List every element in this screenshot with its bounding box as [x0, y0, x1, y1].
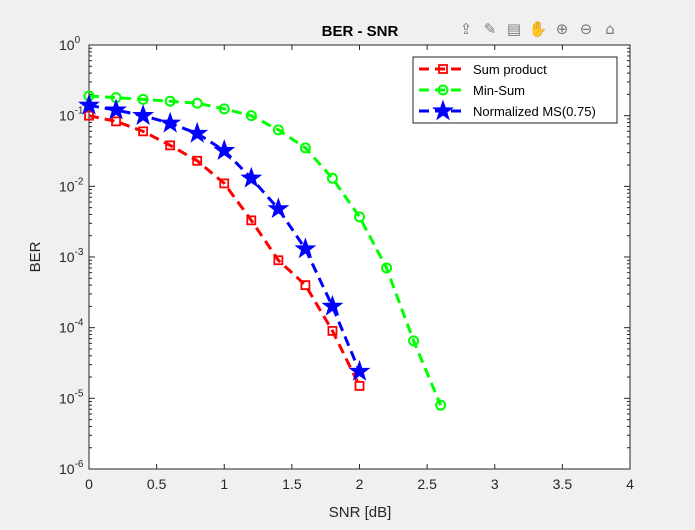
data-point[interactable] — [164, 95, 176, 107]
legend-entry[interactable]: Sum product — [419, 62, 547, 77]
data-point[interactable] — [186, 121, 209, 143]
data-point[interactable] — [165, 140, 176, 151]
data-point[interactable] — [105, 98, 128, 120]
data-point[interactable] — [137, 93, 149, 105]
y-tick-exponent: -2 — [75, 176, 84, 187]
text-layer: BER - SNR SNR [dB] BER — [27, 23, 399, 521]
data-point[interactable] — [192, 155, 203, 166]
x-tick-label: 1.5 — [282, 476, 302, 492]
data-point[interactable] — [245, 110, 257, 122]
data-point[interactable] — [272, 124, 284, 136]
x-axis-label: SNR [dB] — [329, 504, 392, 521]
data-point[interactable] — [132, 104, 155, 125]
x-tick-label: 2.5 — [417, 476, 437, 492]
data-point[interactable] — [294, 237, 317, 259]
pan-hand-icon[interactable]: ✋ — [528, 20, 548, 38]
legend-marker[interactable] — [437, 84, 449, 96]
x-tick-label: 3 — [491, 476, 499, 492]
data-point[interactable] — [321, 294, 344, 316]
y-tick-label: 10-1 — [59, 106, 84, 124]
legend-label: Sum product — [473, 62, 547, 77]
x-tick-label: 0 — [85, 476, 93, 492]
data-point[interactable] — [191, 97, 203, 109]
y-tick-exponent: -5 — [75, 388, 84, 399]
data-point[interactable] — [111, 116, 121, 127]
y-tick-base: 10 — [59, 390, 75, 406]
x-tick-label: 1 — [220, 476, 228, 492]
series-line[interactable] — [88, 94, 443, 406]
zoom-in-icon[interactable]: ⊕ — [555, 20, 569, 38]
y-tick-exponent: -6 — [75, 459, 84, 470]
x-tick-label: 0.5 — [147, 476, 167, 492]
data-point[interactable] — [327, 326, 338, 336]
y-tick-base: 10 — [59, 320, 75, 336]
y-tick-base: 10 — [59, 178, 75, 194]
data-tips-icon[interactable]: ▤ — [506, 20, 522, 38]
y-tick-base: 10 — [59, 461, 75, 477]
data-point[interactable] — [267, 197, 290, 219]
y-tick-label: 10-6 — [59, 459, 84, 477]
export-icon[interactable]: ⇪ — [459, 20, 473, 38]
y-tick-base: 10 — [59, 249, 75, 265]
y-tick-label: 10-4 — [59, 318, 84, 336]
series-square — [84, 110, 365, 391]
series-layer — [78, 90, 447, 411]
data-point[interactable] — [273, 255, 284, 266]
data-point[interactable] — [354, 211, 365, 223]
data-point[interactable] — [219, 178, 230, 189]
legend-marker[interactable] — [432, 99, 454, 121]
data-point[interactable] — [408, 335, 420, 347]
axis-ticks: 0 0.5 1 1.5 2 2.5 3 3.5 410-610-510-410-310-210-… — [59, 35, 634, 492]
data-point[interactable] — [435, 399, 447, 411]
data-point[interactable] — [78, 93, 100, 115]
x-tick-label: 3.5 — [553, 476, 573, 492]
chart-title: BER - SNR — [322, 23, 399, 40]
y-tick-label: 100 — [59, 35, 81, 53]
data-point[interactable] — [354, 380, 365, 391]
y-tick-exponent: -1 — [75, 106, 84, 117]
series-circle — [83, 90, 447, 411]
data-point[interactable] — [326, 172, 338, 184]
data-point[interactable] — [213, 139, 236, 160]
legend-entry[interactable]: Normalized MS(0.75) — [419, 99, 596, 121]
data-point[interactable] — [159, 111, 182, 133]
series-line[interactable] — [88, 114, 361, 387]
brush-icon[interactable]: ✎ — [483, 20, 497, 38]
x-tick-label: 2 — [356, 476, 364, 492]
zoom-out-icon[interactable]: ⊖ — [579, 20, 593, 38]
data-point[interactable] — [240, 166, 263, 188]
y-tick-label: 10-3 — [59, 247, 84, 265]
data-point[interactable] — [246, 215, 257, 226]
y-tick-label: 10-5 — [59, 388, 84, 406]
y-tick-base: 10 — [59, 108, 75, 124]
series-star — [78, 93, 371, 381]
data-point[interactable] — [84, 110, 94, 121]
legend-label: Min-Sum — [473, 83, 525, 98]
y-tick-exponent: -4 — [75, 318, 84, 329]
y-tick-exponent: 0 — [75, 35, 81, 46]
home-icon[interactable]: ⌂ — [605, 20, 615, 38]
axes-toolbar: ⇪ ✎ ▤ ✋ ⊕ ⊖ ⌂ — [455, 16, 621, 42]
legend-marker[interactable] — [438, 64, 448, 74]
x-tick-label: 4 — [626, 476, 634, 492]
data-point[interactable] — [138, 126, 149, 137]
y-axis-label: BER — [27, 241, 44, 272]
data-point[interactable] — [299, 142, 311, 154]
legend[interactable]: Sum product Min-Sum Normalized MS(0.75) — [412, 56, 618, 124]
y-tick-base: 10 — [59, 37, 75, 53]
data-point[interactable] — [348, 359, 371, 381]
legend-label: Normalized MS(0.75) — [473, 104, 596, 119]
data-point[interactable] — [300, 280, 311, 291]
y-tick-exponent: -3 — [75, 247, 84, 258]
legend-entry[interactable]: Min-Sum — [419, 83, 525, 98]
data-point[interactable] — [218, 103, 230, 115]
data-point[interactable] — [381, 262, 393, 274]
y-tick-label: 10-2 — [59, 176, 84, 194]
